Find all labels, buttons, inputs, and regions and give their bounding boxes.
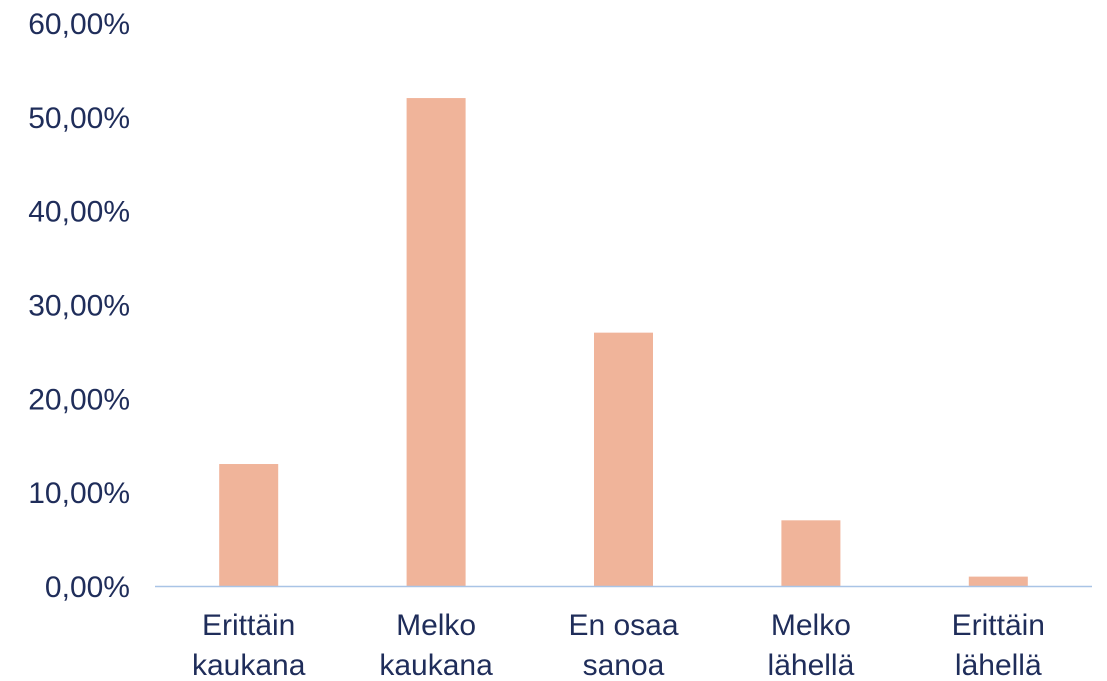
y-tick-label: 30,00% <box>28 290 130 323</box>
bars <box>219 98 1028 587</box>
x-category-label: Melko <box>771 609 851 642</box>
y-tick-label: 60,00% <box>28 8 130 41</box>
bar <box>594 332 653 586</box>
y-tick-label: 50,00% <box>28 102 130 135</box>
x-category-label: En osaa <box>568 609 678 642</box>
y-axis-ticks: 0,00% 10,00% 20,00% 30,00% 40,00% 50,00% 60,00… <box>28 8 130 604</box>
bar <box>781 520 841 586</box>
x-category-label: sanoa <box>583 649 665 681</box>
y-tick-label: 10,00% <box>28 477 130 510</box>
y-tick-label: 20,00% <box>28 383 130 416</box>
x-category-label: Erittäin <box>952 609 1045 642</box>
x-category-label: Melko <box>396 609 476 642</box>
bar <box>219 464 279 586</box>
bar <box>406 98 466 587</box>
y-tick-label: 0,00% <box>45 571 130 604</box>
x-category-label: kaukana <box>192 649 306 681</box>
bar <box>968 576 1028 586</box>
y-tick-label: 40,00% <box>28 196 130 229</box>
x-category-label: kaukana <box>379 649 493 681</box>
x-axis-labels: Erittäin kaukana Melko kaukana En osaa sanoa M… <box>192 609 1045 681</box>
x-category-label: lähellä <box>768 649 855 681</box>
x-category-label: lähellä <box>955 649 1042 681</box>
x-category-label: Erittäin <box>202 609 295 642</box>
